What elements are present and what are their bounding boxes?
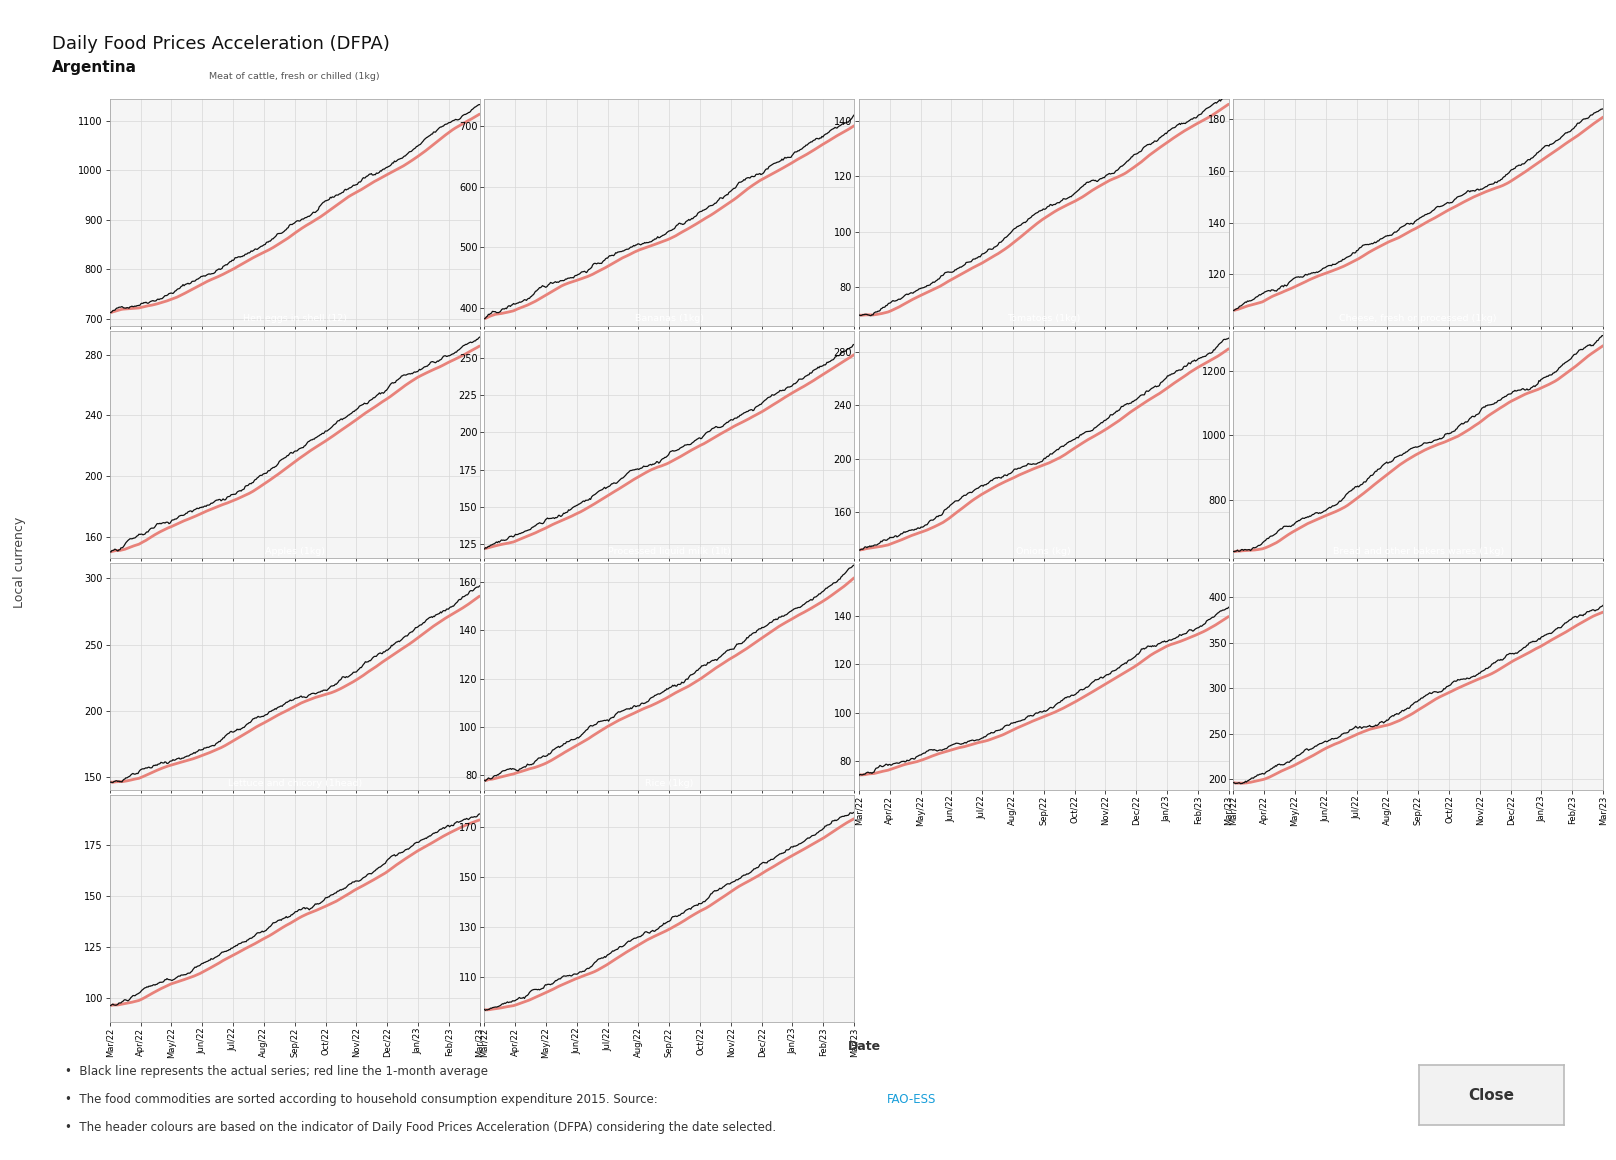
Text: Meat of cattle, fresh or chilled (1kg): Meat of cattle, fresh or chilled (1kg) [210,72,380,81]
Text: Hen eggs in shell (12): Hen eggs in shell (12) [242,314,347,324]
Text: •  The food commodities are sorted according to household consumption expenditur: • The food commodities are sorted accord… [65,1093,661,1105]
Text: Lettuce and chicory (1head): Lettuce and chicory (1head) [228,778,362,788]
Text: Argentina: Argentina [52,60,137,75]
Text: Bread and other bakers wares (1kg): Bread and other bakers wares (1kg) [1333,546,1504,556]
Text: Meat of chickens, fresh or chilled (1kg): Meat of chickens, fresh or chilled (1kg) [577,82,761,92]
Text: Potatoes (1kg): Potatoes (1kg) [1008,82,1078,92]
Text: •  The header colours are based on the indicator of Daily Food Prices Accelerati: • The header colours are based on the in… [65,1121,776,1133]
Text: Apples (1kg): Apples (1kg) [265,546,325,556]
Text: Bananas (1kg): Bananas (1kg) [635,314,703,324]
Text: Processed liquid milk (1lt): Processed liquid milk (1lt) [608,546,730,556]
Text: FAO-ESS: FAO-ESS [887,1093,936,1105]
Text: Cheese, fresh or processed (1kg): Cheese, fresh or processed (1kg) [1340,314,1496,324]
Text: Close: Close [1469,1088,1514,1102]
Text: Daily Food Prices Acceleration (DFPA): Daily Food Prices Acceleration (DFPA) [52,35,389,53]
Text: Local currency: Local currency [13,517,26,608]
Text: •  Black line represents the actual series; red line the 1-month average: • Black line represents the actual serie… [65,1065,488,1078]
Text: Rice (1kg): Rice (1kg) [645,778,693,788]
Text: Orange (1kg): Orange (1kg) [1387,82,1450,92]
Text: Onions (kg): Onions (kg) [1016,546,1071,556]
Text: Date: Date [848,1039,881,1053]
Text: Tomatoes (1kg): Tomatoes (1kg) [1007,314,1081,324]
